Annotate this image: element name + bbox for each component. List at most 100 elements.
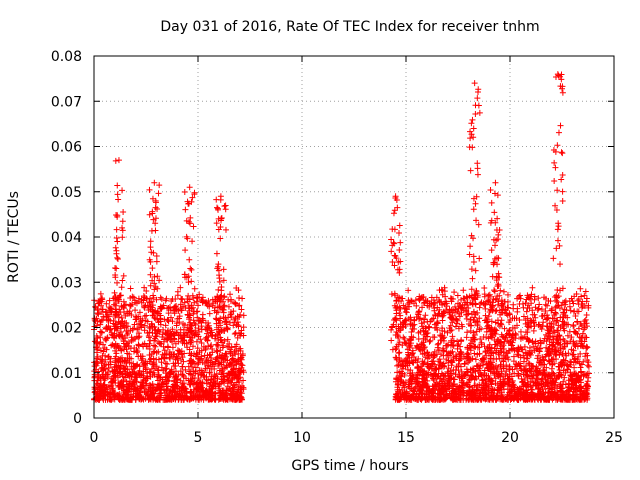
data-point <box>528 373 535 380</box>
data-point <box>236 329 243 336</box>
data-point <box>491 330 498 337</box>
data-point <box>212 315 219 322</box>
data-point <box>507 317 514 324</box>
data-point <box>554 286 561 293</box>
data-point <box>451 388 458 395</box>
data-point <box>516 385 523 392</box>
data-point <box>504 354 511 361</box>
data-point <box>100 365 107 372</box>
data-point <box>396 266 403 273</box>
data-point <box>420 316 427 323</box>
data-point <box>581 338 588 345</box>
data-point <box>555 363 562 370</box>
data-point <box>510 353 517 360</box>
data-point <box>468 232 475 239</box>
data-point <box>165 327 172 334</box>
data-point <box>536 359 543 366</box>
data-point <box>98 316 105 323</box>
data-point <box>177 377 184 384</box>
data-point <box>485 292 492 299</box>
data-point <box>448 339 455 346</box>
data-point <box>554 71 561 78</box>
data-point <box>198 355 205 362</box>
data-point <box>555 395 562 402</box>
data-point <box>483 317 490 324</box>
data-point <box>188 198 195 205</box>
data-point <box>528 386 535 393</box>
data-point <box>150 249 157 256</box>
data-point <box>133 314 140 321</box>
data-point <box>149 210 156 217</box>
data-point <box>404 366 411 373</box>
data-point <box>499 343 506 350</box>
data-point <box>227 360 234 367</box>
data-point <box>233 322 240 329</box>
data-point <box>551 392 558 399</box>
data-point <box>115 157 122 164</box>
data-point <box>469 300 476 307</box>
data-point <box>203 358 210 365</box>
data-point <box>120 209 127 215</box>
data-point <box>463 366 470 373</box>
data-point <box>103 300 110 307</box>
data-point <box>171 336 178 343</box>
data-point <box>513 331 520 338</box>
data-point <box>572 386 579 393</box>
data-point <box>219 344 226 351</box>
data-point <box>435 320 442 327</box>
data-point <box>529 394 536 401</box>
data-point <box>437 337 444 344</box>
data-point <box>551 178 558 185</box>
data-point <box>496 227 503 234</box>
data-point <box>523 368 530 375</box>
data-point <box>112 157 119 164</box>
data-point <box>164 378 171 385</box>
data-point <box>111 393 118 400</box>
data-point <box>439 302 446 309</box>
data-point <box>193 350 200 357</box>
data-point <box>180 380 187 387</box>
data-point <box>112 244 119 251</box>
data-point <box>422 380 429 387</box>
data-point <box>482 312 489 319</box>
data-point <box>473 363 480 370</box>
data-point <box>557 83 564 90</box>
data-point <box>495 337 502 344</box>
data-point <box>119 187 126 194</box>
data-point <box>539 354 546 361</box>
data-point <box>212 396 219 403</box>
data-point <box>523 308 530 315</box>
data-point <box>121 391 128 398</box>
data-point <box>552 202 559 209</box>
data-point <box>548 324 555 331</box>
data-point <box>468 120 475 127</box>
data-point <box>449 333 456 340</box>
data-point <box>554 142 561 149</box>
data-point <box>408 329 415 336</box>
data-point <box>239 362 246 369</box>
data-point <box>545 314 552 321</box>
data-point <box>114 279 121 286</box>
data-point <box>415 309 422 316</box>
data-point <box>531 323 538 330</box>
data-point <box>452 315 459 322</box>
data-point <box>151 179 158 186</box>
data-point <box>546 336 553 343</box>
data-point <box>565 377 572 384</box>
data-point <box>464 369 471 376</box>
data-point <box>227 291 234 298</box>
data-point <box>494 340 501 347</box>
data-point <box>391 226 398 233</box>
data-point <box>226 385 233 392</box>
data-point <box>219 339 226 346</box>
data-point <box>403 306 410 313</box>
data-point <box>217 223 224 230</box>
data-point <box>497 320 504 327</box>
data-point <box>154 308 161 315</box>
data-point <box>231 316 238 323</box>
data-point <box>539 375 546 382</box>
data-point <box>393 345 400 352</box>
data-point <box>552 164 559 171</box>
data-point <box>390 239 397 246</box>
data-point <box>508 334 515 341</box>
